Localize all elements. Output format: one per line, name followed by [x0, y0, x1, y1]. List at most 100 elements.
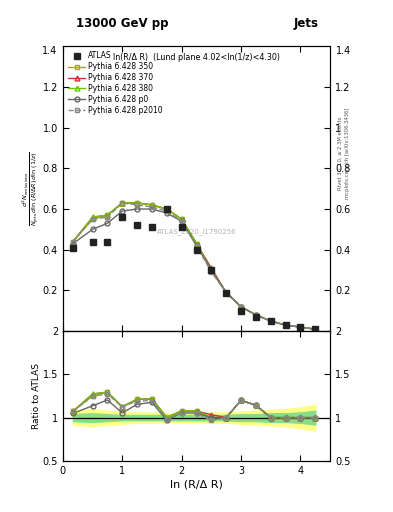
Line: Pythia 6.428 350: Pythia 6.428 350 — [71, 201, 318, 332]
Pythia 6.428 370 — [90, 214, 95, 220]
Pythia 6.428 350 — [90, 216, 95, 222]
Pythia 6.428 370 — [313, 326, 318, 332]
ATLAS — [313, 326, 318, 332]
Pythia 6.428 380 — [239, 304, 243, 310]
Pythia 6.428 p0 — [239, 304, 243, 310]
ATLAS — [150, 224, 154, 230]
Pythia 6.428 p2010 — [194, 243, 199, 249]
Pythia 6.428 380 — [268, 318, 273, 324]
Pythia 6.428 p2010 — [268, 318, 273, 324]
Pythia 6.428 380 — [71, 239, 75, 245]
Pythia 6.428 p0 — [268, 318, 273, 324]
Text: 13000 GeV pp: 13000 GeV pp — [75, 17, 168, 30]
X-axis label: ln (R/Δ R): ln (R/Δ R) — [170, 480, 223, 490]
ATLAS — [209, 267, 214, 273]
Pythia 6.428 380 — [283, 322, 288, 328]
Pythia 6.428 350 — [283, 322, 288, 328]
ATLAS — [224, 289, 229, 295]
Pythia 6.428 350 — [120, 200, 125, 206]
Pythia 6.428 370 — [209, 265, 214, 271]
Pythia 6.428 p0 — [135, 206, 140, 212]
ATLAS — [135, 222, 140, 228]
Pythia 6.428 350 — [298, 324, 303, 330]
Pythia 6.428 p2010 — [253, 312, 258, 318]
Pythia 6.428 370 — [194, 241, 199, 247]
Pythia 6.428 350 — [150, 202, 154, 208]
Pythia 6.428 350 — [313, 326, 318, 332]
Pythia 6.428 380 — [253, 312, 258, 318]
Pythia 6.428 p0 — [253, 312, 258, 318]
ATLAS — [283, 322, 288, 328]
Pythia 6.428 p0 — [194, 243, 199, 249]
Text: Jets: Jets — [294, 17, 319, 30]
Pythia 6.428 380 — [313, 326, 318, 332]
Text: ln(R/Δ R)  (Lund plane 4.02<ln(1/z)<4.30): ln(R/Δ R) (Lund plane 4.02<ln(1/z)<4.30) — [113, 53, 280, 62]
Line: Pythia 6.428 380: Pythia 6.428 380 — [71, 201, 318, 332]
Pythia 6.428 350 — [135, 200, 140, 206]
ATLAS — [253, 314, 258, 320]
Pythia 6.428 p2010 — [239, 304, 243, 310]
Pythia 6.428 380 — [194, 241, 199, 247]
Pythia 6.428 p2010 — [105, 214, 110, 220]
Y-axis label: $\frac{d^2 N_{\rm emissions}}{N_{\rm jets}\,d\ln\,(R/\Delta R)\,d\ln\,(1/z)}$: $\frac{d^2 N_{\rm emissions}}{N_{\rm jet… — [20, 151, 41, 226]
Pythia 6.428 370 — [268, 318, 273, 324]
ATLAS — [90, 239, 95, 245]
Pythia 6.428 380 — [298, 324, 303, 330]
Pythia 6.428 350 — [71, 239, 75, 245]
ATLAS — [179, 224, 184, 230]
Pythia 6.428 350 — [194, 241, 199, 247]
Text: 1.4: 1.4 — [42, 46, 57, 56]
Pythia 6.428 380 — [164, 206, 169, 212]
Pythia 6.428 p0 — [150, 206, 154, 212]
Pythia 6.428 p0 — [71, 241, 75, 247]
Pythia 6.428 350 — [253, 312, 258, 318]
Pythia 6.428 350 — [224, 289, 229, 295]
Pythia 6.428 380 — [179, 216, 184, 222]
Text: Rivet 3.1.10, ≥ 2.3M events: Rivet 3.1.10, ≥ 2.3M events — [338, 117, 342, 190]
Pythia 6.428 p0 — [179, 218, 184, 224]
ATLAS — [164, 206, 169, 212]
Pythia 6.428 350 — [105, 212, 110, 218]
ATLAS — [239, 308, 243, 314]
Pythia 6.428 370 — [239, 304, 243, 310]
Pythia 6.428 p0 — [224, 289, 229, 295]
Text: ATLAS_2020_I1790256: ATLAS_2020_I1790256 — [157, 228, 236, 235]
Pythia 6.428 370 — [164, 206, 169, 212]
Pythia 6.428 380 — [150, 202, 154, 208]
Pythia 6.428 370 — [179, 216, 184, 222]
Pythia 6.428 370 — [120, 200, 125, 206]
Pythia 6.428 p2010 — [298, 324, 303, 330]
Pythia 6.428 p2010 — [313, 326, 318, 332]
Pythia 6.428 p2010 — [283, 322, 288, 328]
ATLAS — [268, 318, 273, 324]
Pythia 6.428 380 — [105, 212, 110, 218]
Pythia 6.428 380 — [120, 200, 125, 206]
Line: Pythia 6.428 370: Pythia 6.428 370 — [71, 201, 318, 332]
Pythia 6.428 p0 — [209, 267, 214, 273]
Pythia 6.428 370 — [105, 212, 110, 218]
Y-axis label: Ratio to ATLAS: Ratio to ATLAS — [32, 363, 41, 429]
Pythia 6.428 380 — [209, 267, 214, 273]
ATLAS — [298, 324, 303, 330]
Pythia 6.428 p2010 — [164, 208, 169, 214]
Pythia 6.428 p2010 — [71, 239, 75, 245]
Pythia 6.428 370 — [283, 322, 288, 328]
Pythia 6.428 350 — [179, 216, 184, 222]
Pythia 6.428 350 — [209, 267, 214, 273]
Pythia 6.428 p2010 — [209, 269, 214, 275]
Pythia 6.428 p0 — [105, 220, 110, 226]
Pythia 6.428 380 — [90, 214, 95, 220]
Pythia 6.428 350 — [239, 304, 243, 310]
ATLAS — [194, 247, 199, 253]
Pythia 6.428 370 — [150, 202, 154, 208]
Text: 1.4: 1.4 — [336, 46, 351, 56]
Pythia 6.428 p0 — [120, 208, 125, 214]
Pythia 6.428 p2010 — [150, 204, 154, 210]
Pythia 6.428 370 — [253, 312, 258, 318]
Pythia 6.428 350 — [268, 318, 273, 324]
Pythia 6.428 p0 — [298, 324, 303, 330]
Text: mcplots.cern.ch [arXiv:1306.3436]: mcplots.cern.ch [arXiv:1306.3436] — [345, 108, 350, 199]
Pythia 6.428 p2010 — [120, 200, 125, 206]
Pythia 6.428 p0 — [313, 326, 318, 332]
Pythia 6.428 p2010 — [135, 202, 140, 208]
